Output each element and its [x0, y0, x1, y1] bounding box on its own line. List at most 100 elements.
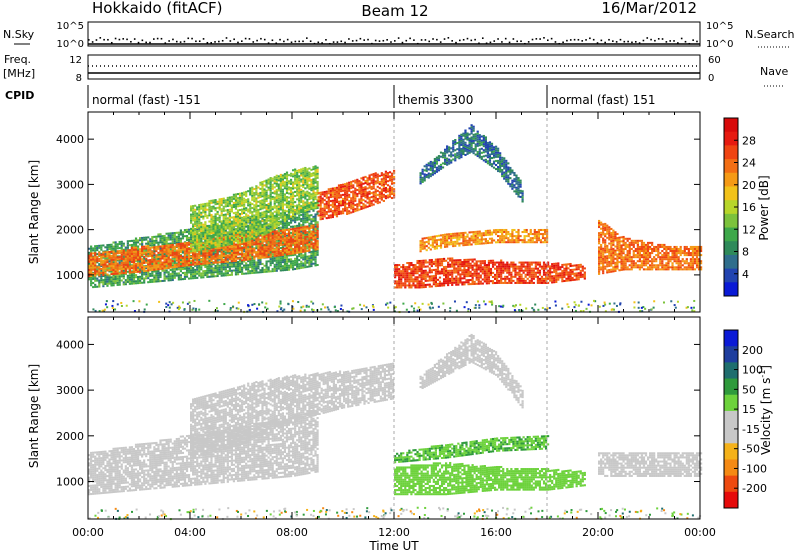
data-cell: [298, 197, 301, 200]
data-cell: [145, 242, 148, 245]
data-cell: [192, 249, 195, 252]
beam-label: Beam 12: [361, 2, 428, 20]
data-cell: [208, 265, 211, 268]
nsky-point: [202, 38, 205, 40]
data-cell: [267, 260, 270, 263]
data-cell: [269, 219, 272, 222]
data-cell: [208, 228, 211, 231]
data-cell: [241, 256, 244, 259]
data-cell: [257, 204, 260, 207]
data-cell: [253, 192, 256, 195]
data-cell: [88, 275, 91, 278]
data-cell: [194, 277, 197, 280]
data-cell: [261, 254, 264, 257]
data-cell: [118, 279, 121, 282]
data-cell: [308, 257, 311, 260]
data-cell: [222, 236, 225, 239]
data-cell: [112, 256, 115, 259]
data-cell: [163, 243, 166, 246]
data-cell: [287, 221, 291, 224]
data-cell: [294, 172, 297, 175]
nsky-label: N.Sky: [3, 28, 35, 41]
data-cell: [139, 267, 142, 270]
data-cell: [234, 251, 238, 254]
data-cell: [167, 250, 170, 253]
data-cell: [190, 209, 193, 212]
data-cell: [292, 207, 295, 210]
data-cell: [267, 233, 270, 236]
data-cell: [218, 200, 221, 203]
data-cell: [126, 255, 129, 258]
data-cell: [325, 202, 328, 205]
data-cell: [294, 261, 297, 264]
nsky-point: [118, 38, 121, 41]
data-cell: [153, 248, 156, 251]
data-cell: [259, 183, 262, 186]
data-cell: [234, 261, 238, 264]
data-cell: [316, 233, 319, 236]
data-cell: [285, 187, 289, 190]
data-cell: [234, 219, 238, 222]
data-cell: [210, 261, 213, 264]
data-cell: [312, 250, 315, 253]
data-cell: [185, 265, 189, 268]
data-cell: [224, 199, 227, 202]
data-cell: [287, 188, 291, 191]
data-cell: [238, 213, 242, 216]
data-cell: [281, 259, 284, 262]
data-cell: [232, 245, 236, 248]
data-cell: [198, 227, 201, 230]
data-cell: [302, 175, 305, 178]
data-cell: [236, 239, 240, 242]
data-cell: [102, 283, 105, 286]
data-cell: [306, 170, 309, 173]
data-cell: [312, 206, 315, 209]
data-cell: [255, 224, 258, 227]
data-cell: [141, 241, 144, 244]
data-cell: [216, 245, 219, 248]
data-cell: [321, 193, 324, 196]
data-cell: [267, 245, 270, 248]
data-cell: [208, 202, 211, 205]
data-cell: [141, 258, 144, 261]
data-cell: [241, 253, 244, 256]
data-cell: [212, 252, 215, 256]
data-cell: [267, 229, 270, 232]
data-cell: [134, 276, 138, 279]
data-cell: [251, 196, 254, 199]
data-cell: [214, 250, 217, 253]
data-cell: [261, 203, 264, 206]
data-cell: [210, 199, 213, 202]
data-cell: [296, 237, 299, 240]
data-cell: [241, 266, 244, 269]
nsky-point: [367, 38, 369, 41]
data-cell: [220, 248, 223, 251]
data-cell: [292, 243, 295, 246]
data-cell: [124, 281, 127, 284]
data-cell: [312, 244, 315, 247]
data-cell: [165, 252, 168, 255]
data-cell: [96, 261, 99, 264]
data-cell: [285, 247, 289, 250]
data-cell: [196, 253, 199, 256]
data-cell: [298, 224, 301, 227]
data-cell: [283, 241, 287, 244]
data-cell: [212, 201, 215, 204]
data-cell: [292, 212, 295, 215]
data-cell: [228, 222, 231, 226]
data-cell: [302, 210, 305, 213]
data-cell: [287, 264, 291, 267]
data-cell: [192, 239, 195, 242]
data-cell: [314, 221, 317, 224]
data-cell: [100, 277, 103, 280]
data-cell: [167, 262, 170, 265]
data-cell: [310, 174, 313, 177]
data-cell: [128, 259, 131, 262]
data-cell: [198, 210, 201, 213]
data-cell: [226, 235, 229, 238]
data-cell: [300, 220, 303, 223]
data-cell: [265, 203, 268, 207]
data-cell: [312, 234, 315, 237]
data-cell: [257, 265, 260, 268]
data-cell: [98, 272, 101, 275]
